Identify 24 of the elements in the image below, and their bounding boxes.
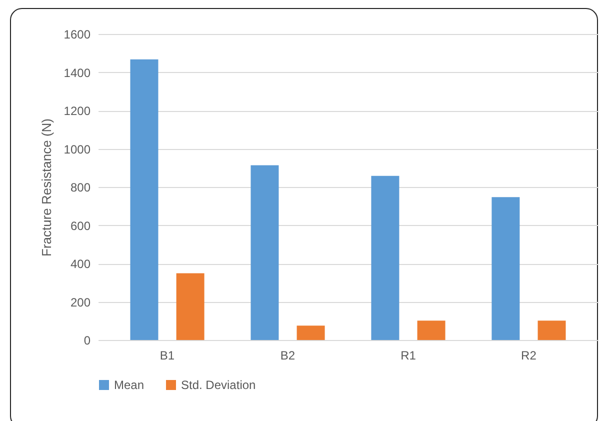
bar <box>250 165 279 340</box>
bar <box>538 320 566 340</box>
y-tick-label: 1000 <box>64 142 91 156</box>
y-tick-label: 0 <box>84 334 91 348</box>
x-tick-label: R2 <box>521 348 537 362</box>
x-tick-label: R1 <box>400 348 416 362</box>
y-axis-title: Fracture Resistance (N) <box>38 118 54 256</box>
x-tick-label: B1 <box>160 348 175 362</box>
y-tick-label: 800 <box>70 180 91 194</box>
bar <box>176 273 204 340</box>
bar <box>417 320 446 340</box>
bar <box>130 59 158 340</box>
bar <box>371 176 400 340</box>
y-tick-label: 1600 <box>64 28 91 42</box>
bar <box>492 197 520 340</box>
y-tick-label: 400 <box>70 257 91 271</box>
x-tick-label: B2 <box>280 348 296 362</box>
y-tick-label: 1200 <box>64 104 91 118</box>
y-tick-label: 200 <box>70 295 91 310</box>
legend-label: Mean <box>114 378 144 392</box>
y-tick-label: 1400 <box>64 66 91 80</box>
bar <box>296 326 325 340</box>
y-tick-label: 600 <box>70 218 91 233</box>
legend-label: Std. Deviation <box>181 378 256 392</box>
